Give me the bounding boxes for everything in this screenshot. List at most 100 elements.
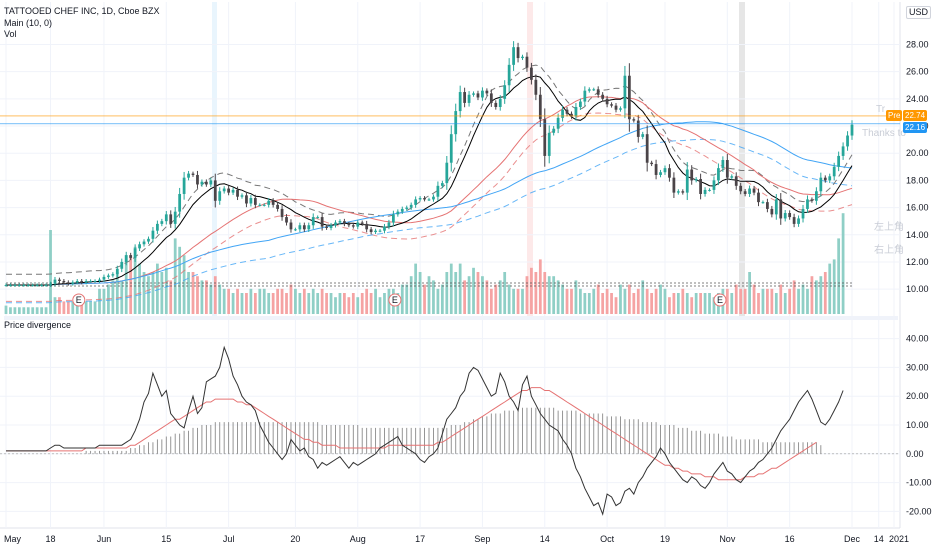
candle xyxy=(44,285,48,287)
candle xyxy=(734,176,738,186)
volume-bar xyxy=(534,272,538,314)
volume-bar xyxy=(405,284,409,314)
candle xyxy=(538,94,542,120)
volume-bar xyxy=(276,288,279,314)
volume-bar xyxy=(280,288,284,314)
candle xyxy=(414,199,418,205)
candle xyxy=(627,75,631,120)
volume-bar xyxy=(351,293,355,314)
volume-bar xyxy=(636,288,640,314)
volume-bar xyxy=(512,288,515,314)
candle xyxy=(708,189,711,191)
volume-bar xyxy=(409,276,413,314)
volume-bar xyxy=(343,293,346,314)
price-tick-label: 24.00 xyxy=(906,94,929,104)
volume-bar xyxy=(792,280,796,314)
volume-bar xyxy=(725,288,729,314)
time-tick-label: 20 xyxy=(290,534,300,544)
earnings-marker[interactable] xyxy=(72,293,86,307)
volume-bar xyxy=(262,288,266,314)
volume-bar xyxy=(801,284,805,314)
candle xyxy=(298,225,302,230)
price-tick-label: 20.00 xyxy=(906,148,929,158)
faint-label-3: 左上角 xyxy=(874,220,904,233)
candle xyxy=(583,90,587,102)
volume-bar xyxy=(659,284,662,314)
ma-short-line xyxy=(6,75,853,286)
candle xyxy=(164,214,168,222)
candle xyxy=(592,89,596,91)
volume-bar xyxy=(654,288,658,314)
candle xyxy=(124,255,128,262)
volume-bar xyxy=(400,284,404,314)
volume-bar xyxy=(253,293,257,314)
volume-bar xyxy=(601,293,605,314)
candle xyxy=(245,195,248,204)
volume-bar xyxy=(605,288,609,314)
candle xyxy=(49,283,52,286)
volume-bar xyxy=(49,230,52,314)
candle xyxy=(147,238,150,242)
candle xyxy=(494,102,498,107)
candle xyxy=(850,124,854,136)
volume-bar xyxy=(552,276,556,314)
candle xyxy=(788,213,792,218)
time-tick-label: Dec xyxy=(844,534,861,544)
divergence-tick-label: 30.00 xyxy=(906,362,929,372)
volume-bar xyxy=(463,280,467,314)
indicator-main-label[interactable]: Main (10, 0) xyxy=(4,18,53,28)
divergence-tick-label: 20.00 xyxy=(906,391,929,401)
candle xyxy=(107,275,110,277)
candle xyxy=(343,221,346,224)
candle xyxy=(676,191,680,193)
pre-market-label: Pre xyxy=(886,110,903,121)
volume-bar xyxy=(53,297,57,314)
candle xyxy=(200,181,204,185)
volume-bar xyxy=(124,255,128,314)
volume-bar xyxy=(58,297,61,314)
volume-bar xyxy=(26,307,30,314)
candle xyxy=(663,168,667,173)
candle xyxy=(445,162,449,184)
candle xyxy=(454,111,458,135)
earnings-marker[interactable] xyxy=(713,293,727,307)
volume-bar xyxy=(436,288,440,314)
faint-label-2: Thanks to xyxy=(862,128,906,139)
candle xyxy=(320,217,324,227)
volume-bar xyxy=(814,280,818,314)
volume-bar xyxy=(472,267,475,314)
candle xyxy=(449,134,453,163)
candle xyxy=(62,280,66,283)
earnings-marker[interactable] xyxy=(388,293,402,307)
volume-bar xyxy=(62,301,66,314)
volume-bar xyxy=(285,293,288,314)
faint-label-4: 右上角 xyxy=(874,243,904,256)
candle xyxy=(22,285,26,287)
volume-bar xyxy=(458,263,462,314)
volume-bar xyxy=(294,288,297,314)
volume-bar xyxy=(832,259,836,314)
volume-bar xyxy=(164,267,168,314)
volume-bar xyxy=(298,293,302,314)
candle xyxy=(605,98,609,105)
volume-bar xyxy=(583,293,587,314)
time-tick-label: Jul xyxy=(223,534,235,544)
divergence-signal-line xyxy=(6,387,817,481)
time-tick-label: Nov xyxy=(719,534,736,544)
currency-label[interactable]: USD xyxy=(906,6,932,19)
volume-bar xyxy=(819,276,823,314)
volume-bar xyxy=(13,307,17,314)
volume-bar xyxy=(196,276,199,314)
candle xyxy=(40,285,44,287)
earnings-marker-label: E xyxy=(76,295,82,305)
candle xyxy=(4,285,8,287)
volume-bar xyxy=(156,263,159,314)
candle xyxy=(525,56,529,68)
volume-bar xyxy=(191,272,195,314)
candle xyxy=(801,208,805,219)
candle xyxy=(725,160,729,178)
indicator-vol-label[interactable]: Vol xyxy=(4,29,17,39)
lower-pane-title[interactable]: Price divergence xyxy=(4,320,72,330)
volume-bar xyxy=(432,280,435,314)
